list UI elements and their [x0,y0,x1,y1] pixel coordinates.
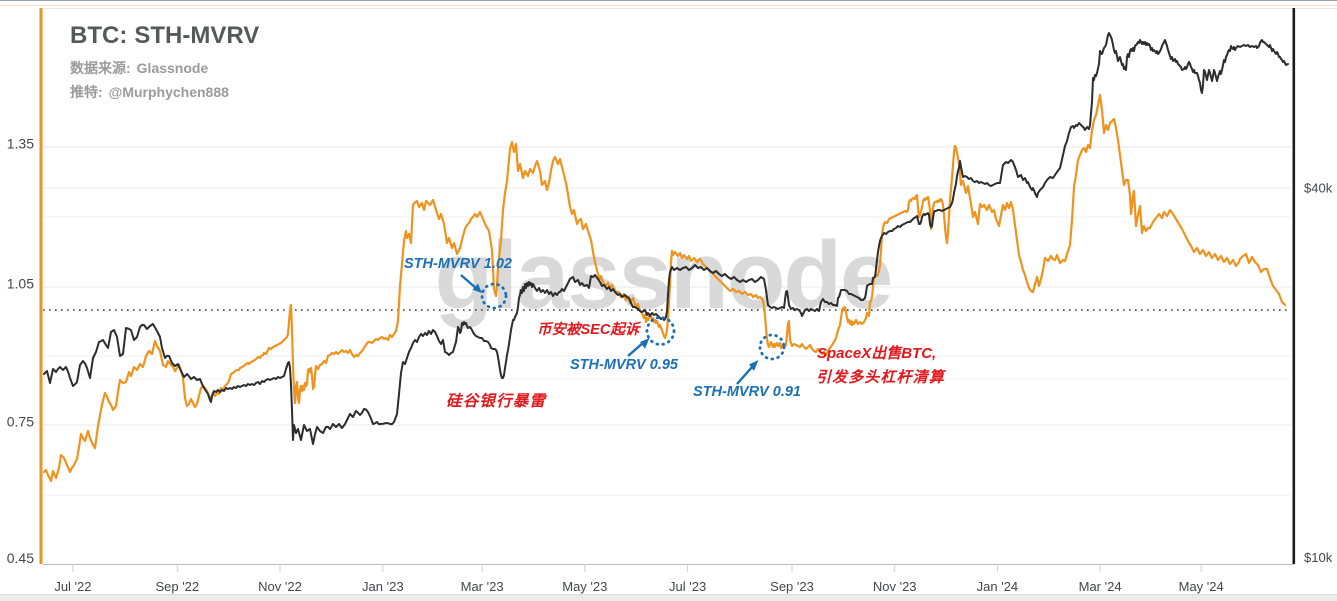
svg-text:Jul '23: Jul '23 [669,579,706,594]
svg-text:1.35: 1.35 [7,136,34,152]
svg-text:$10k: $10k [1304,550,1333,565]
svg-text:Mar '23: Mar '23 [461,579,504,594]
svg-text:Mar '24: Mar '24 [1079,579,1122,594]
svg-text:May '23: May '23 [562,579,607,594]
svg-text:Jul '22: Jul '22 [54,579,91,594]
svg-text:May '24: May '24 [1179,579,1224,594]
svg-text:glassnode: glassnode [435,222,892,329]
svg-text:Jan '24: Jan '24 [977,579,1019,594]
svg-text:Sep '22: Sep '22 [155,579,199,594]
svg-text:0.75: 0.75 [7,414,34,430]
svg-text:Nov '22: Nov '22 [258,579,302,594]
svg-text:$40k: $40k [1304,181,1333,196]
svg-text:Jan '23: Jan '23 [362,579,404,594]
svg-text:1.05: 1.05 [7,276,34,292]
svg-text:Nov '23: Nov '23 [873,579,917,594]
svg-text:Sep '23: Sep '23 [770,579,814,594]
svg-text:0.45: 0.45 [7,550,34,566]
